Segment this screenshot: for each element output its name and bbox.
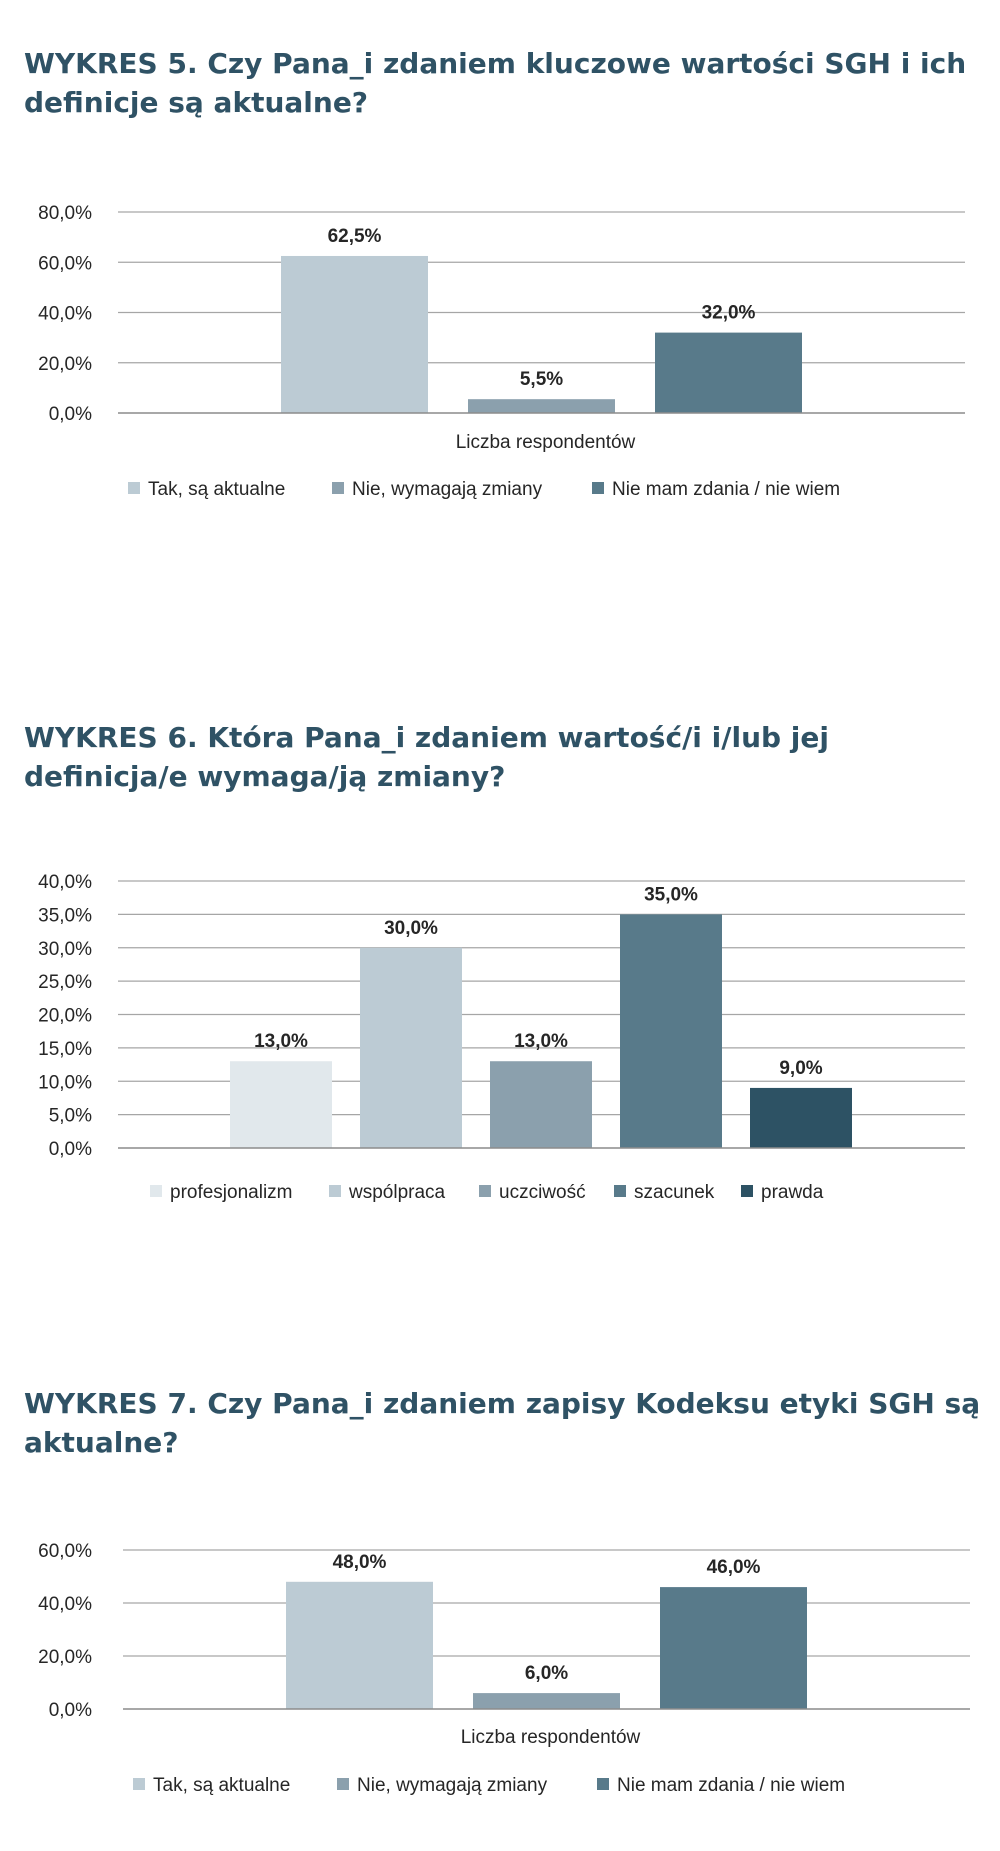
bar-tak-są-aktualne (286, 1581, 433, 1709)
y-tick-label: 20,0% (38, 1647, 92, 1668)
chart-3-title: WYKRES 7. Czy Pana_i zdaniem zapisy Kode… (24, 1387, 981, 1459)
bar-nie-mam-zdania-nie-wiem (660, 1587, 807, 1709)
legend-swatch (337, 1778, 349, 1790)
legend-swatch (332, 482, 344, 494)
legend-swatch (592, 482, 604, 494)
legend-label: Nie, wymagają zmiany (357, 1775, 548, 1796)
x-axis-label: Liczba respondentów (461, 1727, 641, 1748)
data-label: 32,0% (702, 303, 756, 324)
legend-label: szacunek (634, 1182, 715, 1203)
y-tick-label: 30,0% (38, 939, 92, 960)
y-tick-label: 15,0% (38, 1039, 92, 1060)
y-tick-label: 40,0% (38, 1594, 92, 1615)
legend-swatch (133, 1778, 145, 1790)
legend-label: prawda (761, 1182, 824, 1203)
bar-tak-są-aktualne (281, 255, 428, 413)
y-tick-label: 0,0% (49, 1700, 92, 1721)
x-axis-label: Liczba respondentów (456, 432, 636, 453)
y-tick-label: 0,0% (49, 404, 92, 425)
legend-swatch (597, 1778, 609, 1790)
data-label: 62,5% (328, 226, 382, 247)
bar-nie-mam-zdania-nie-wiem (655, 332, 802, 413)
data-label: 35,0% (644, 884, 698, 905)
bar-wspólpraca (360, 947, 462, 1148)
bar-profesjonalizm (230, 1061, 332, 1148)
data-label: 6,0% (525, 1663, 568, 1684)
y-tick-label: 25,0% (38, 972, 92, 993)
legend-label: Tak, są aktualne (148, 479, 285, 500)
chart-1-title: WYKRES 5. Czy Pana_i zdaniem kluczowe wa… (24, 47, 967, 119)
y-tick-label: 40,0% (38, 872, 92, 893)
y-tick-label: 5,0% (49, 1106, 92, 1127)
data-label: 13,0% (254, 1031, 308, 1052)
chart-3-svg: 0,0% 20,0% 40,0% 60,0% 48,0% 6,0% 46,0% Liczba … (38, 1541, 970, 1796)
legend-label: uczciwość (499, 1182, 586, 1203)
data-label: 46,0% (707, 1557, 761, 1578)
legend-swatch (741, 1185, 753, 1197)
data-label: 13,0% (514, 1031, 568, 1052)
bar-prawda (750, 1087, 852, 1148)
y-tick-label: 60,0% (38, 1541, 92, 1562)
legend-label: Tak, są aktualne (153, 1775, 290, 1796)
y-tick-label: 10,0% (38, 1072, 92, 1093)
legend-label: Nie mam zdania / nie wiem (617, 1775, 845, 1796)
bar-uczciwość (490, 1061, 592, 1148)
chart-2-svg: 0,0% 5,0% 10,0% 15,0% 20,0% 25,0% 30,0% 35,0% 40… (38, 872, 965, 1203)
legend-label: Nie mam zdania / nie wiem (612, 479, 840, 500)
y-tick-label: 0,0% (49, 1139, 92, 1160)
y-tick-label: 60,0% (38, 253, 92, 274)
y-tick-label: 80,0% (38, 203, 92, 224)
legend-label: profesjonalizm (170, 1182, 293, 1203)
y-tick-label: 20,0% (38, 354, 92, 375)
data-label: 5,5% (520, 369, 563, 390)
data-label: 48,0% (333, 1552, 387, 1573)
legend-swatch (150, 1185, 162, 1197)
legend-label: Nie, wymagają zmiany (352, 479, 543, 500)
bar-szacunek (620, 914, 722, 1148)
bar-nie-wymagają-zmiany (468, 399, 615, 413)
y-tick-label: 35,0% (38, 905, 92, 926)
legend-swatch (479, 1185, 491, 1197)
y-tick-label: 20,0% (38, 1006, 92, 1027)
bar-nie-wymagają-zmiany (473, 1693, 620, 1709)
legend-swatch (128, 482, 140, 494)
chart-2-title: WYKRES 6. Która Pana_i zdaniem wartość/i… (24, 721, 829, 793)
y-tick-label: 40,0% (38, 304, 92, 325)
legend-label: wspólpraca (348, 1182, 446, 1203)
legend-swatch (329, 1185, 341, 1197)
legend-swatch (614, 1185, 626, 1197)
chart-1-svg: 0,0% 20,0% 40,0% 60,0% 80,0% 62,5% 5,5% 32,0% Li… (38, 203, 965, 500)
data-label: 9,0% (779, 1058, 822, 1079)
data-label: 30,0% (384, 918, 438, 939)
